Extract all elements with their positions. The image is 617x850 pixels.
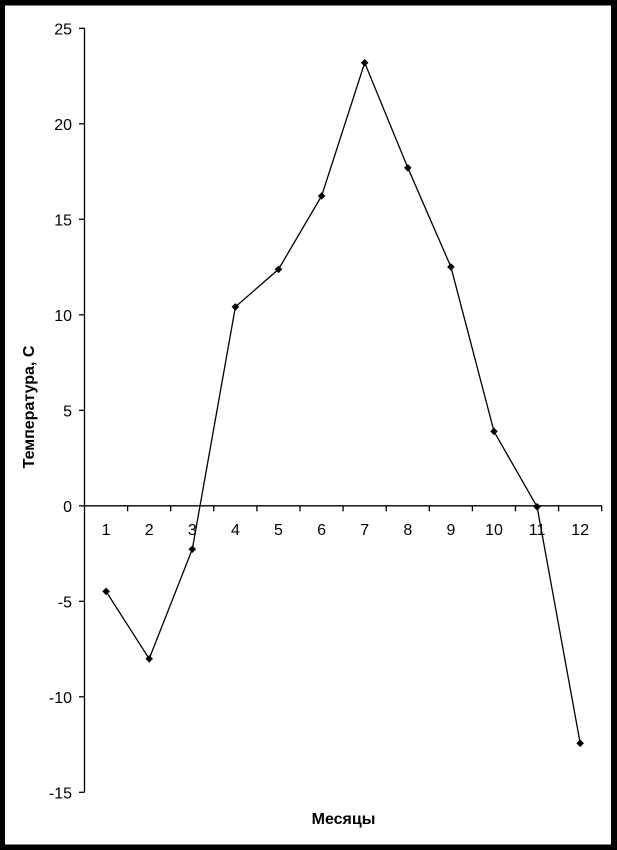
svg-text:8: 8 [403,522,412,539]
svg-text:12: 12 [571,522,589,539]
svg-text:10: 10 [485,522,503,539]
svg-text:4: 4 [231,522,240,539]
svg-text:3: 3 [188,522,197,539]
svg-text:15: 15 [54,213,72,230]
svg-text:5: 5 [274,522,283,539]
svg-text:-10: -10 [49,690,72,707]
svg-text:9: 9 [446,522,455,539]
svg-text:Месяцы: Месяцы [312,811,376,828]
svg-text:20: 20 [54,117,72,134]
svg-text:2: 2 [145,522,154,539]
svg-text:-15: -15 [49,786,72,803]
svg-text:25: 25 [54,22,72,39]
svg-text:7: 7 [360,522,369,539]
svg-text:6: 6 [317,522,326,539]
svg-text:1: 1 [102,522,111,539]
svg-text:10: 10 [54,308,72,325]
svg-text:11: 11 [529,522,546,539]
svg-text:0: 0 [63,499,72,516]
svg-text:-5: -5 [58,595,72,612]
svg-text:5: 5 [63,404,72,421]
svg-text:Температура, С: Температура, С [21,345,38,468]
